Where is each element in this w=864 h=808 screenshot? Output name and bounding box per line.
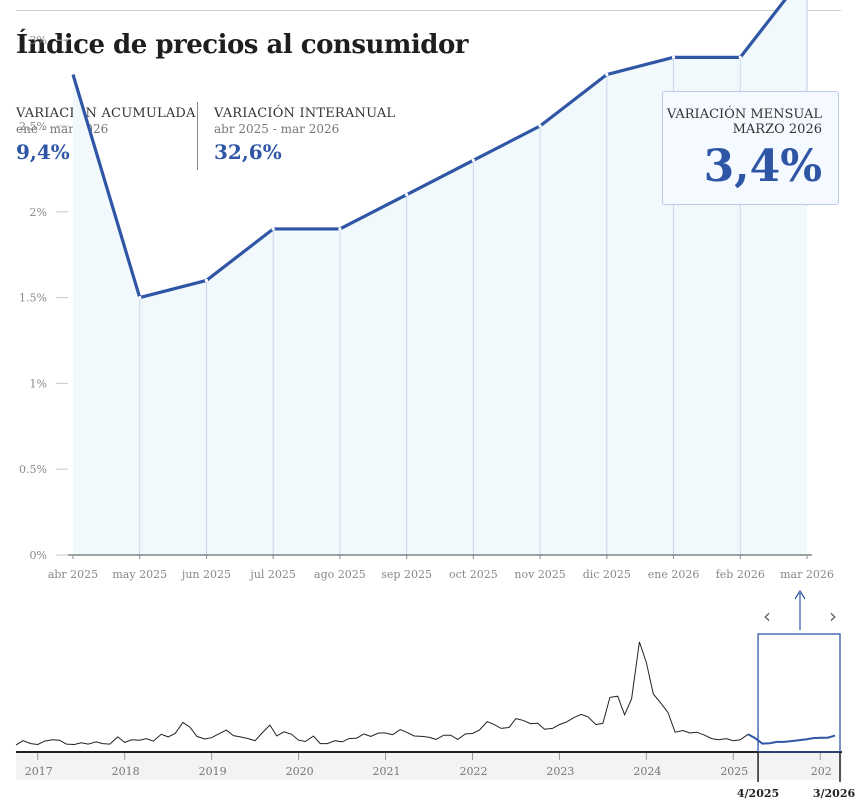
mini-history-line bbox=[15, 641, 749, 746]
x-tick-label: jun 2025 bbox=[180, 568, 231, 581]
series-segment bbox=[71, 74, 142, 299]
stat-divider bbox=[197, 102, 198, 170]
series-segment bbox=[472, 124, 541, 162]
stat-accumulated-label: VARIACIÓN ACUMULADA bbox=[16, 106, 196, 121]
x-tick-label: oct 2025 bbox=[449, 568, 498, 581]
x-tick-label: feb 2026 bbox=[716, 568, 765, 581]
top-rule bbox=[16, 10, 841, 11]
mini-year-label: 2019 bbox=[199, 765, 227, 778]
mini-year-label: 2020 bbox=[286, 765, 314, 778]
series-segment bbox=[339, 193, 408, 231]
mini-axis-band bbox=[16, 753, 842, 780]
x-tick-label: abr 2025 bbox=[48, 568, 98, 581]
mini-selected-line bbox=[747, 733, 836, 745]
chart-area-fill bbox=[73, 0, 807, 555]
chevron-left-icon[interactable]: ‹ bbox=[763, 604, 771, 628]
grid-layer bbox=[139, 57, 741, 555]
chevron-right-icon[interactable]: › bbox=[829, 604, 837, 628]
mini-year-label: 2024 bbox=[633, 765, 661, 778]
y-tick-label: 1.5% bbox=[19, 292, 47, 305]
range-start-label: 4/2025 bbox=[737, 787, 779, 800]
data-point bbox=[204, 278, 209, 283]
monthly-value: 3,4% bbox=[703, 141, 822, 192]
x-tick-label: mar 2026 bbox=[780, 568, 834, 581]
data-point bbox=[538, 124, 542, 128]
data-point bbox=[405, 193, 409, 197]
range-end-label: 3/2026 bbox=[813, 787, 856, 800]
data-point bbox=[138, 296, 142, 300]
y-tick-label: 2.5% bbox=[19, 120, 47, 133]
y-tick-label: 1% bbox=[30, 377, 47, 390]
data-point bbox=[738, 55, 742, 59]
mini-year-label: 202 bbox=[811, 765, 832, 778]
x-tick-label: jul 2025 bbox=[248, 568, 296, 581]
mini-year-label: 2021 bbox=[373, 765, 401, 778]
series-segment bbox=[539, 73, 608, 128]
x-tick-label: ago 2025 bbox=[314, 568, 366, 581]
data-point bbox=[605, 72, 609, 77]
monthly-period: MARZO 2026 bbox=[732, 122, 822, 137]
mini-year-label: 2022 bbox=[459, 765, 487, 778]
data-point bbox=[471, 158, 475, 162]
stat-accumulated-value: 9,4% bbox=[16, 140, 70, 164]
mini-chart: 2017 2018 2019 2020 2021 2022 2023 2024 2025 202 4… bbox=[15, 589, 856, 800]
x-tick-label: sep 2025 bbox=[381, 568, 432, 581]
y-tick-label: 3% bbox=[30, 34, 47, 47]
line-layer bbox=[71, 0, 808, 300]
stat-interannual-label: VARIACIÓN INTERANUAL bbox=[214, 106, 396, 121]
stat-interannual-value: 32,6% bbox=[214, 140, 282, 164]
series-segment bbox=[606, 55, 674, 77]
monthly-label: VARIACIÓN MENSUAL bbox=[666, 107, 822, 122]
data-point bbox=[271, 227, 275, 231]
mini-year-label: 2018 bbox=[112, 765, 140, 778]
stat-interannual: VARIACIÓN INTERANUAL abr 2025 - mar 2026… bbox=[214, 106, 395, 164]
axis-layer: 0% 0.5% 1% 1.5% 2% 2.5% 3% abr 2025 may 2025 jun … bbox=[19, 34, 834, 581]
y-tick-label: 0.5% bbox=[19, 463, 47, 476]
data-point bbox=[671, 55, 676, 59]
mini-year-label: 2017 bbox=[25, 765, 53, 778]
series-segment bbox=[139, 278, 207, 300]
series-segment bbox=[405, 158, 475, 197]
arrow-up-icon bbox=[794, 589, 806, 600]
series-segment bbox=[739, 0, 787, 59]
y-tick-label: 0% bbox=[30, 549, 47, 562]
mini-year-label: 2025 bbox=[720, 765, 748, 778]
range-window[interactable] bbox=[757, 633, 841, 753]
monthly-tooltip: VARIACIÓN MENSUAL MARZO 2026 3,4% bbox=[662, 91, 839, 205]
series-segment bbox=[205, 227, 275, 282]
area-layer bbox=[73, 0, 807, 555]
data-point bbox=[338, 227, 342, 231]
x-tick-label: ene 2026 bbox=[648, 568, 700, 581]
x-tick-label: nov 2025 bbox=[514, 568, 565, 581]
mini-year-label: 2023 bbox=[546, 765, 574, 778]
x-tick-label: dic 2025 bbox=[583, 568, 631, 581]
x-tick-label: may 2025 bbox=[112, 568, 167, 581]
stat-interannual-period: abr 2025 - mar 2026 bbox=[214, 122, 340, 136]
page-title: Índice de precios al consumidor bbox=[16, 30, 468, 60]
y-tick-label: 2% bbox=[30, 206, 47, 219]
